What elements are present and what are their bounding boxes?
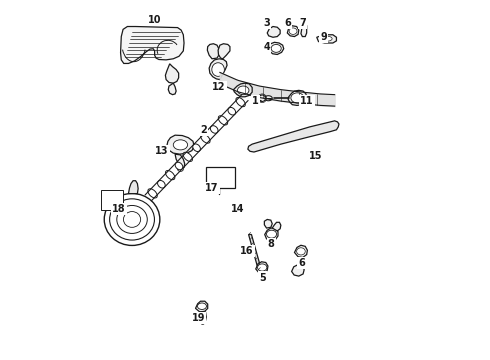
Ellipse shape xyxy=(173,140,188,150)
Polygon shape xyxy=(200,312,206,323)
Polygon shape xyxy=(292,265,304,276)
Polygon shape xyxy=(175,154,185,168)
Polygon shape xyxy=(168,83,176,95)
Polygon shape xyxy=(288,90,307,105)
Text: 3: 3 xyxy=(263,18,270,28)
Ellipse shape xyxy=(212,63,224,76)
Ellipse shape xyxy=(289,28,297,35)
FancyBboxPatch shape xyxy=(101,190,123,211)
Polygon shape xyxy=(167,135,194,154)
Text: 1: 1 xyxy=(252,96,259,106)
Text: 8: 8 xyxy=(268,239,274,249)
Ellipse shape xyxy=(296,248,305,255)
Ellipse shape xyxy=(265,96,272,101)
Ellipse shape xyxy=(219,116,228,125)
Polygon shape xyxy=(269,42,284,54)
Polygon shape xyxy=(209,59,227,80)
Ellipse shape xyxy=(258,264,267,271)
Ellipse shape xyxy=(210,126,218,133)
Ellipse shape xyxy=(104,193,160,246)
Text: 19: 19 xyxy=(192,313,205,323)
Ellipse shape xyxy=(183,152,193,162)
Ellipse shape xyxy=(238,86,249,95)
Polygon shape xyxy=(267,27,280,37)
Polygon shape xyxy=(265,220,272,228)
Polygon shape xyxy=(248,234,261,270)
Text: 12: 12 xyxy=(213,82,226,92)
Polygon shape xyxy=(128,181,138,194)
Polygon shape xyxy=(272,222,281,231)
Text: 18: 18 xyxy=(112,204,125,215)
Ellipse shape xyxy=(259,95,266,102)
Ellipse shape xyxy=(271,44,281,52)
Text: 6: 6 xyxy=(298,258,305,268)
Text: 10: 10 xyxy=(148,15,161,26)
Ellipse shape xyxy=(321,36,332,41)
Ellipse shape xyxy=(166,171,175,180)
Text: 13: 13 xyxy=(155,145,169,156)
Ellipse shape xyxy=(123,212,141,227)
Text: 9: 9 xyxy=(320,32,327,41)
Ellipse shape xyxy=(200,319,205,324)
Ellipse shape xyxy=(110,199,154,240)
Text: 15: 15 xyxy=(309,150,323,161)
Ellipse shape xyxy=(197,303,206,310)
Text: 14: 14 xyxy=(231,204,245,215)
Text: 16: 16 xyxy=(240,246,253,256)
Polygon shape xyxy=(256,262,268,273)
Polygon shape xyxy=(287,26,299,37)
Text: 4: 4 xyxy=(263,42,270,52)
Ellipse shape xyxy=(148,189,157,198)
Ellipse shape xyxy=(267,230,276,238)
Polygon shape xyxy=(166,64,179,83)
Polygon shape xyxy=(205,167,235,188)
Polygon shape xyxy=(234,83,252,97)
Polygon shape xyxy=(294,245,307,257)
Ellipse shape xyxy=(193,144,200,152)
Ellipse shape xyxy=(158,180,165,188)
Text: 2: 2 xyxy=(200,125,207,135)
Text: 17: 17 xyxy=(205,183,219,193)
Ellipse shape xyxy=(228,107,236,115)
Polygon shape xyxy=(248,121,339,152)
Ellipse shape xyxy=(175,162,183,170)
Polygon shape xyxy=(265,228,278,241)
Ellipse shape xyxy=(117,206,147,233)
Text: 5: 5 xyxy=(259,273,266,283)
Polygon shape xyxy=(207,44,219,59)
Ellipse shape xyxy=(177,167,183,171)
Polygon shape xyxy=(301,23,307,37)
Polygon shape xyxy=(121,27,184,63)
Ellipse shape xyxy=(236,98,245,107)
Text: 7: 7 xyxy=(299,18,306,28)
Polygon shape xyxy=(218,44,230,59)
Text: 11: 11 xyxy=(300,96,314,106)
Ellipse shape xyxy=(291,93,304,103)
Text: 6: 6 xyxy=(285,18,292,28)
Polygon shape xyxy=(317,35,337,43)
Polygon shape xyxy=(196,301,208,312)
Ellipse shape xyxy=(201,134,210,143)
